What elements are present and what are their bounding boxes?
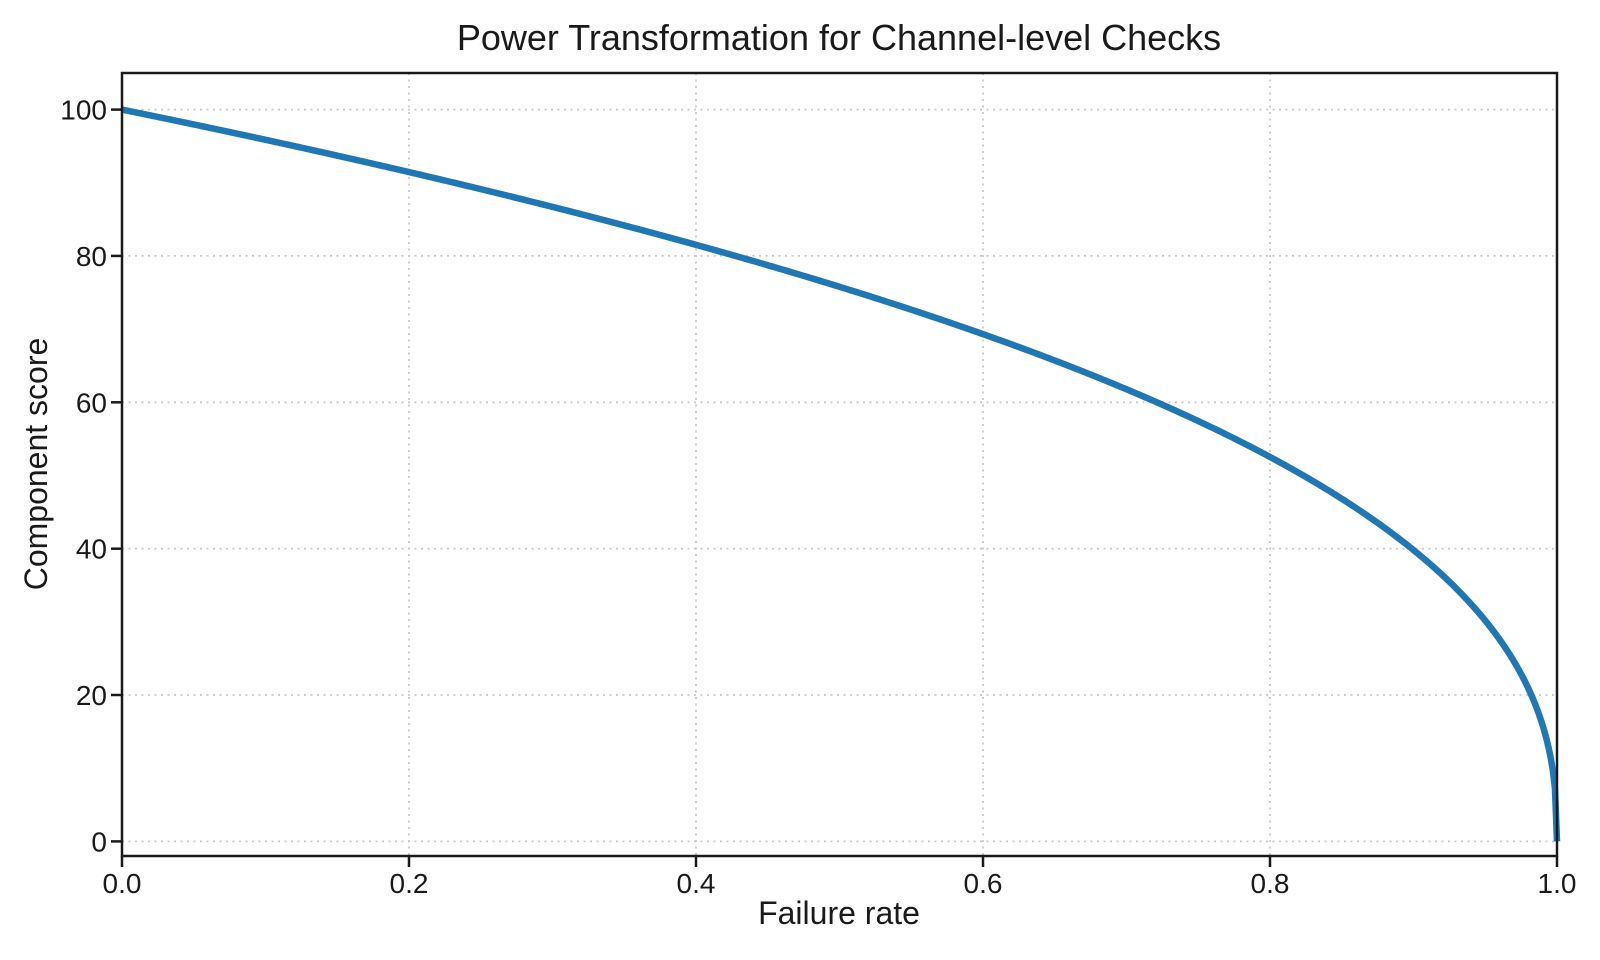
y-tick-labels: 0 20 40 60 80 100 bbox=[60, 95, 107, 858]
x-tick-label: 1.0 bbox=[1538, 868, 1577, 899]
plot-area-border bbox=[120, 71, 1559, 858]
grid-lines bbox=[122, 73, 1557, 856]
x-tick-label: 0.0 bbox=[103, 868, 142, 899]
y-tick-label: 60 bbox=[76, 387, 107, 418]
y-tick-label: 100 bbox=[60, 95, 107, 126]
y-ticks bbox=[111, 108, 122, 843]
y-axis-label: Component score bbox=[18, 338, 54, 591]
chart-title: Power Transformation for Channel-level C… bbox=[457, 17, 1221, 58]
y-tick-label: 80 bbox=[76, 241, 107, 272]
component-score-curve bbox=[120, 106, 1561, 842]
y-tick-label: 0 bbox=[91, 826, 107, 857]
x-tick-labels: 0.0 0.2 0.4 0.6 0.8 1.0 bbox=[103, 868, 1577, 899]
series-group bbox=[120, 106, 1561, 842]
y-tick-label: 40 bbox=[76, 534, 107, 565]
y-tick-label: 20 bbox=[76, 680, 107, 711]
x-tick-label: 0.6 bbox=[964, 868, 1003, 899]
x-ticks bbox=[120, 856, 1559, 867]
x-axis-label: Failure rate bbox=[758, 895, 920, 931]
x-tick-label: 0.4 bbox=[677, 868, 716, 899]
x-tick-label: 0.8 bbox=[1251, 868, 1290, 899]
x-tick-label: 0.2 bbox=[390, 868, 429, 899]
